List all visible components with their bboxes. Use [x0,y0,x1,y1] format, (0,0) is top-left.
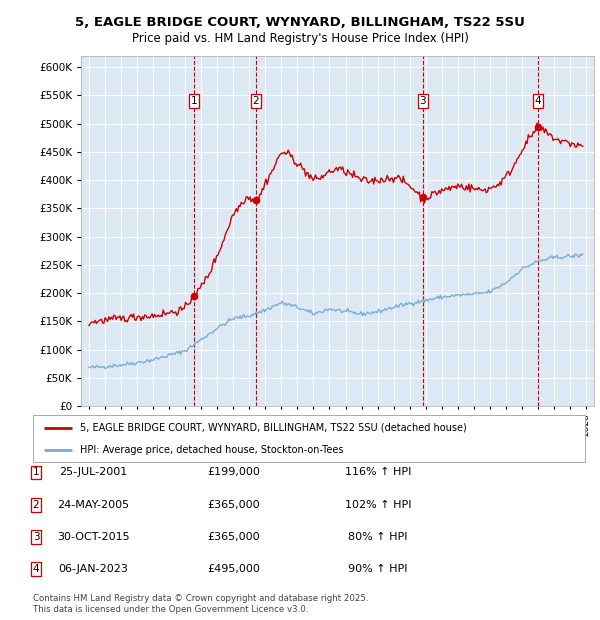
Text: 4: 4 [32,564,40,574]
Text: 2: 2 [32,500,40,510]
Text: 90% ↑ HPI: 90% ↑ HPI [348,564,408,574]
Text: 80% ↑ HPI: 80% ↑ HPI [348,532,408,542]
Text: £365,000: £365,000 [208,532,260,542]
Text: Price paid vs. HM Land Registry's House Price Index (HPI): Price paid vs. HM Land Registry's House … [131,32,469,45]
Text: 102% ↑ HPI: 102% ↑ HPI [345,500,411,510]
Text: 24-MAY-2005: 24-MAY-2005 [57,500,129,510]
Text: 4: 4 [535,96,542,106]
Text: 5, EAGLE BRIDGE COURT, WYNYARD, BILLINGHAM, TS22 5SU: 5, EAGLE BRIDGE COURT, WYNYARD, BILLINGH… [75,16,525,29]
Text: 3: 3 [419,96,426,106]
Text: £199,000: £199,000 [208,467,260,477]
Text: 06-JAN-2023: 06-JAN-2023 [58,564,128,574]
Text: 116% ↑ HPI: 116% ↑ HPI [345,467,411,477]
Text: 30-OCT-2015: 30-OCT-2015 [56,532,130,542]
Text: £365,000: £365,000 [208,500,260,510]
Text: 2: 2 [253,96,259,106]
Text: 1: 1 [32,467,40,477]
Text: 25-JUL-2001: 25-JUL-2001 [59,467,127,477]
Text: 5, EAGLE BRIDGE COURT, WYNYARD, BILLINGHAM, TS22 5SU (detached house): 5, EAGLE BRIDGE COURT, WYNYARD, BILLINGH… [80,423,467,433]
Text: £495,000: £495,000 [208,564,260,574]
Text: HPI: Average price, detached house, Stockton-on-Tees: HPI: Average price, detached house, Stoc… [80,445,343,455]
Text: Contains HM Land Registry data © Crown copyright and database right 2025.
This d: Contains HM Land Registry data © Crown c… [33,595,368,614]
Text: 3: 3 [32,532,40,542]
Text: 1: 1 [191,96,197,106]
